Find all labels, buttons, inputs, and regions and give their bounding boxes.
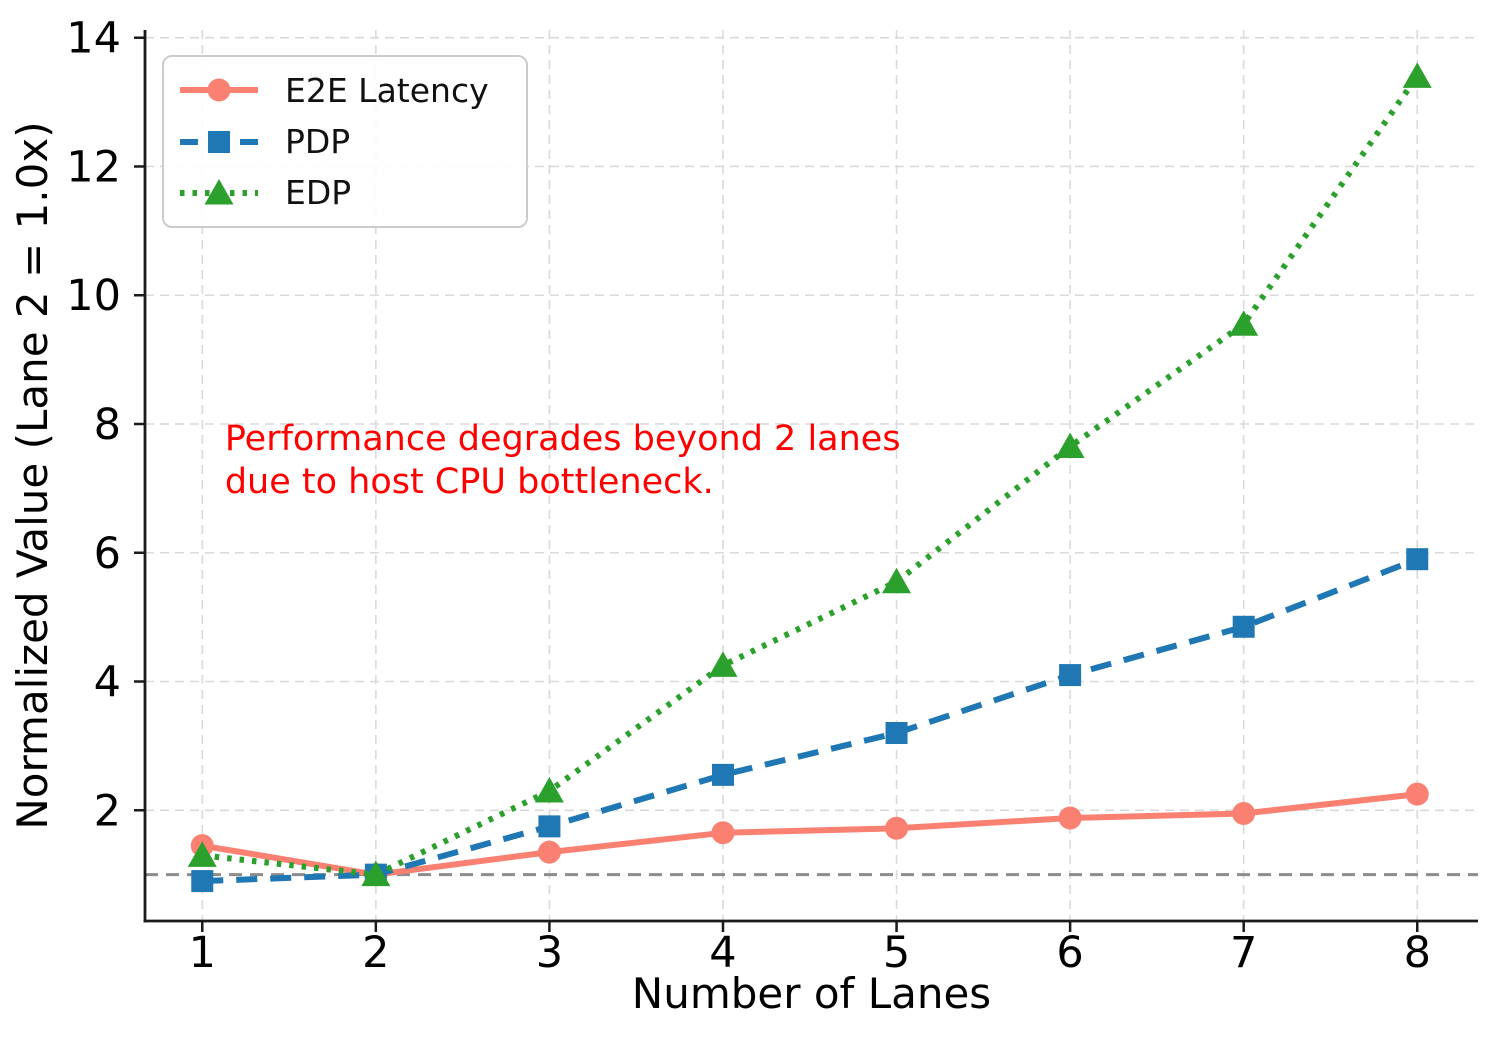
- legend-item-edp: EDP: [178, 171, 526, 215]
- y-tick-label: 10: [66, 271, 121, 321]
- y-tick-label: 6: [94, 529, 121, 579]
- legend-swatch-e2e-latency: [180, 78, 258, 102]
- series-line: [201, 791, 1418, 878]
- data-point-marker: [1405, 782, 1429, 806]
- data-point-marker: [1402, 62, 1432, 88]
- annotation-line-1: Performance degrades beyond 2 lanes: [224, 418, 901, 459]
- data-point-marker: [537, 840, 561, 864]
- x-tick-label: 4: [709, 928, 736, 978]
- x-tick-label: 8: [1404, 928, 1431, 978]
- x-tick-label: 5: [883, 928, 910, 978]
- legend: E2E Latency PDP EDP: [162, 55, 528, 228]
- data-point-marker: [885, 722, 908, 745]
- y-tick-label: 14: [66, 14, 121, 64]
- data-point-marker: [1055, 432, 1085, 459]
- legend-marker: [208, 130, 230, 153]
- y-tick-label: 8: [94, 400, 121, 450]
- data-point-marker: [1406, 548, 1429, 571]
- series-line: [201, 74, 1420, 878]
- x-tick-label: 1: [189, 928, 216, 978]
- y-tick-label: 4: [94, 658, 121, 708]
- legend-swatch-edp: [180, 178, 258, 205]
- legend-label-edp: EDP: [285, 173, 352, 213]
- legend-marker: [207, 78, 231, 102]
- data-point-marker: [361, 860, 391, 887]
- data-point-marker: [1232, 801, 1256, 825]
- x-tick-label: 3: [536, 928, 563, 978]
- legend-label-e2e-latency: E2E Latency: [285, 70, 489, 110]
- annotation-text: Performance degrades beyond 2 lanes due …: [225, 418, 901, 504]
- data-point-marker: [538, 815, 561, 838]
- data-point-marker: [711, 763, 734, 786]
- data-point-marker: [1059, 664, 1082, 687]
- legend-marker: [204, 178, 234, 205]
- legend-item-e2e-latency: E2E Latency: [178, 68, 526, 112]
- data-point-marker: [187, 841, 217, 867]
- x-tick-label: 7: [1230, 928, 1257, 978]
- series-pdp: [191, 548, 1429, 893]
- data-point-marker: [708, 651, 738, 677]
- legend-swatch-pdp: [180, 130, 258, 153]
- annotation-line-2: due to host CPU bottleneck.: [224, 461, 714, 502]
- y-tick-label: 2: [94, 786, 121, 836]
- legend-label-pdp: PDP: [285, 122, 351, 161]
- data-point-marker: [882, 567, 912, 594]
- series-line: [202, 556, 1419, 885]
- data-point-marker: [711, 821, 735, 845]
- data-point-marker: [191, 870, 214, 893]
- data-point-marker: [1232, 615, 1255, 638]
- data-point-marker: [1058, 806, 1082, 830]
- series-edp: [187, 62, 1432, 887]
- legend-item-pdp: PDP: [178, 120, 526, 164]
- y-tick-label: 12: [66, 142, 121, 192]
- data-point-marker: [885, 816, 909, 840]
- x-axis-label: Number of Lanes: [631, 969, 992, 1018]
- x-tick-label: 6: [1056, 928, 1083, 978]
- x-tick-label: 2: [362, 928, 389, 978]
- data-point-marker: [534, 776, 564, 803]
- data-point-marker: [1229, 310, 1259, 336]
- y-axis-label: Normalized Value (Lane 2 = 1.0x): [8, 121, 57, 830]
